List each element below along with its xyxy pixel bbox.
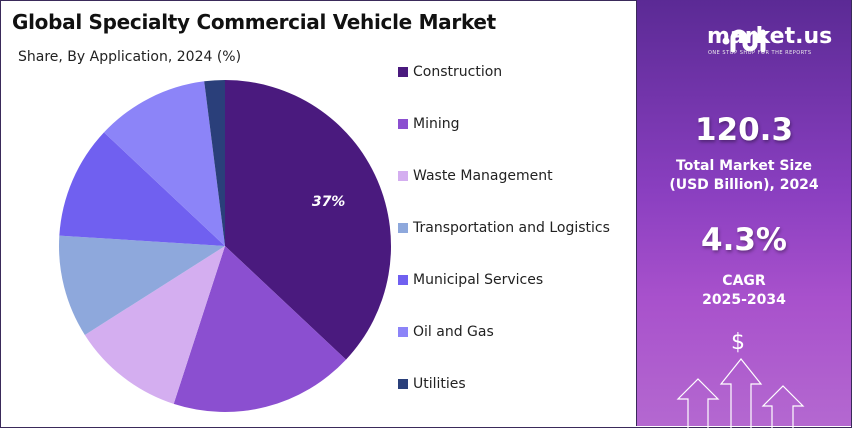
legend-swatch xyxy=(398,171,408,181)
logo-tagline: ONE STOP SHOP FOR THE REPORTS xyxy=(708,50,812,56)
market-size-label-2: (USD Billion), 2024 xyxy=(669,177,819,193)
legend-label: Oil and Gas xyxy=(413,324,494,340)
legend-item: Oil and Gas xyxy=(398,324,494,340)
legend-swatch xyxy=(398,223,408,233)
pie-slice-construction xyxy=(225,80,391,360)
legend-label: Waste Management xyxy=(413,168,553,184)
cagr-value: 4.3% xyxy=(701,222,787,258)
legend-item: Transportation and Logistics xyxy=(398,220,610,236)
pie-slice-oil-and-gas xyxy=(103,81,225,246)
data-label: 37% xyxy=(312,194,346,210)
logo-icon xyxy=(722,29,766,53)
legend-item: Waste Management xyxy=(398,168,553,184)
cagr-label: CAGR xyxy=(722,273,766,289)
legend-swatch xyxy=(398,119,408,129)
growth-arrows-icon xyxy=(676,358,805,428)
dollar-icon: $ xyxy=(731,330,745,355)
cagr-period: 2025-2034 xyxy=(702,292,786,308)
legend-label: Mining xyxy=(413,116,460,132)
legend-item: Utilities xyxy=(398,376,466,392)
pie-slice-municipal-services xyxy=(59,132,226,246)
market-size-value: 120.3 xyxy=(694,112,794,148)
chart-subtitle: Share, By Application, 2024 (%) xyxy=(18,49,242,65)
legend-item: Mining xyxy=(398,116,460,132)
legend-swatch xyxy=(398,327,408,337)
pie-slice-waste-management xyxy=(84,246,225,404)
legend-label: Municipal Services xyxy=(413,272,544,288)
legend-label: Transportation and Logistics xyxy=(413,220,610,236)
pie-chart: 37% xyxy=(58,80,391,412)
legend-swatch xyxy=(398,67,408,77)
market-size-label-1: Total Market Size xyxy=(676,158,812,174)
pie-slice-mining xyxy=(173,246,347,412)
market-us-logo: market.us ONE STOP SHOP FOR THE REPORTS xyxy=(651,24,841,58)
legend-item: Municipal Services xyxy=(398,272,543,288)
legend-swatch xyxy=(398,379,408,389)
legend-label: Utilities xyxy=(413,376,466,392)
legend-swatch xyxy=(398,275,408,285)
pie-slice-transportation-and-logistics xyxy=(58,235,225,335)
pie-slice-utilities xyxy=(204,80,225,246)
logo-text: market.us xyxy=(707,24,833,49)
summary-panel: market.us ONE STOP SHOP FOR THE REPORTS … xyxy=(636,0,851,428)
chart-title: Global Specialty Commercial Vehicle Mark… xyxy=(12,10,496,34)
legend-item: Construction xyxy=(398,64,502,80)
legend-label: Construction xyxy=(413,64,503,80)
